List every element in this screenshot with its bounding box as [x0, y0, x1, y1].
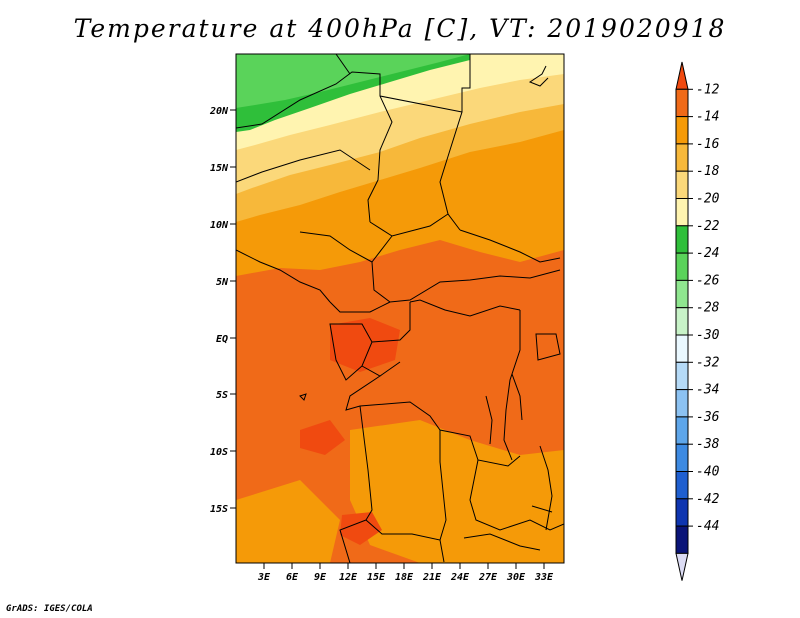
lat-label: 5S — [216, 390, 228, 401]
latitude-axis: 20N 15N 10N 5N EQ 5S 10S 15S — [209, 106, 236, 515]
field-patch--12-a — [330, 318, 400, 372]
lat-label: 15S — [210, 504, 228, 515]
colorbar-label: -20 — [696, 192, 720, 207]
country-boundaries — [236, 54, 564, 563]
colorbar-swatch — [675, 170, 689, 199]
lon-label: 33E — [534, 572, 554, 583]
lat-label: 5N — [216, 277, 229, 288]
colorbar-label: -26 — [696, 273, 720, 288]
field-patch--12-c — [340, 512, 382, 545]
colorbar-label: -38 — [696, 437, 720, 452]
colorbar-swatch — [675, 279, 689, 309]
colorbar-swatch — [675, 88, 689, 118]
colorbar-label: -30 — [696, 328, 720, 343]
lon-label: 12E — [339, 572, 358, 583]
colorbar-swatch — [675, 443, 689, 473]
colorbar-label: -22 — [696, 219, 720, 234]
lon-label: 3E — [257, 572, 271, 583]
temperature-field — [236, 54, 564, 563]
lon-label: 15E — [367, 572, 386, 583]
colorbar-label: -28 — [696, 301, 720, 316]
lon-label: 27E — [478, 572, 498, 583]
lon-label: 30E — [506, 572, 526, 583]
colorbar-label: -32 — [696, 355, 720, 370]
colorbar-label: -40 — [696, 465, 720, 480]
colorbar-swatch — [675, 498, 689, 527]
colorbar-swatch — [675, 389, 689, 418]
lon-label: 21E — [422, 572, 442, 583]
colorbar-swatch — [675, 361, 689, 391]
lat-label: 20N — [209, 106, 229, 117]
colorbar-label: -12 — [696, 82, 720, 97]
field-band--26 — [236, 54, 470, 108]
lon-label: 9E — [314, 572, 327, 583]
lon-label: 18E — [395, 572, 414, 583]
colorbar: -12 -14 -16 -18 -20 -22 -24 -26 -28 -30 -32 -34 -36 -… — [675, 61, 720, 581]
lat-label: 15N — [210, 163, 229, 174]
field-patch--12-b — [300, 420, 345, 455]
colorbar-label: -34 — [696, 383, 719, 398]
lon-label: 6E — [286, 572, 299, 583]
map-frame — [235, 53, 565, 564]
colorbar-swatch — [675, 143, 689, 172]
colorbar-swatch — [675, 252, 689, 281]
colorbar-swatch — [675, 416, 689, 445]
field-band--16-sw — [236, 480, 340, 563]
lat-label: 10N — [210, 220, 229, 231]
longitude-axis: 3E 6E 9E 12E 15E 18E 21E 24E 27E 30E 33E — [257, 563, 554, 583]
colorbar-label: -44 — [696, 519, 719, 534]
colorbar-label: -24 — [696, 246, 719, 261]
colorbar-bottom-arrow — [675, 552, 689, 581]
lat-label: EQ — [216, 334, 228, 345]
colorbar-swatch — [675, 225, 689, 254]
colorbar-label: -16 — [696, 137, 720, 152]
colorbar-swatch — [675, 471, 689, 500]
colorbar-label: -42 — [696, 492, 720, 507]
map-title: Temperature at 400hPa [C], VT: 201902091… — [73, 14, 727, 43]
colorbar-swatch — [675, 334, 689, 363]
colorbar-swatch — [675, 116, 689, 145]
lat-label: 10S — [210, 447, 228, 458]
colorbar-top-arrow — [675, 61, 689, 90]
grads-credit: GrADS: IGES/COLA — [6, 604, 93, 614]
colorbar-label: -18 — [696, 164, 720, 179]
colorbar-label: -36 — [696, 410, 720, 425]
lon-label: 24E — [450, 572, 470, 583]
colorbar-swatch — [675, 198, 689, 227]
colorbar-swatch — [675, 307, 689, 336]
colorbar-label: -14 — [696, 110, 719, 125]
colorbar-swatch — [675, 525, 689, 554]
